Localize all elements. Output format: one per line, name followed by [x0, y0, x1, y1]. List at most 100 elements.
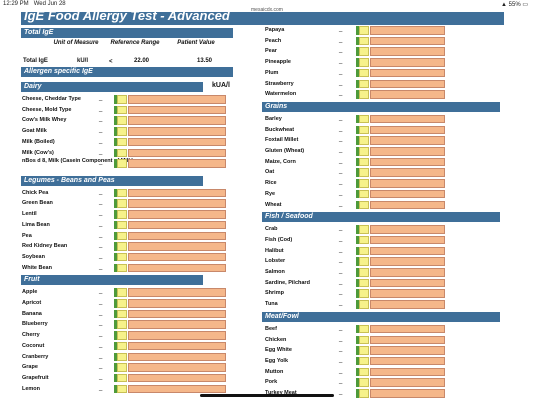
bar-orange-cell	[128, 116, 226, 125]
bar-green-cell	[356, 335, 359, 344]
bar-green-cell	[114, 105, 117, 115]
allergen-label: Rye	[265, 190, 276, 197]
result-bar	[114, 252, 226, 262]
col-patient-header: Patient Value	[177, 40, 215, 46]
dash-mark: _	[339, 246, 343, 253]
dash-mark: _	[339, 225, 343, 232]
bar-yellow-cell	[117, 288, 127, 297]
dash-mark: _	[99, 299, 103, 305]
dash-mark: _	[339, 189, 343, 196]
total-ige-reference: 22.00	[134, 58, 150, 64]
result-bar	[356, 47, 445, 56]
bar-yellow-cell	[359, 356, 369, 366]
result-bar	[114, 116, 226, 125]
home-indicator	[200, 394, 334, 397]
bar-yellow-cell	[117, 159, 127, 168]
result-bar	[114, 127, 226, 136]
bar-green-cell	[356, 300, 359, 309]
bar-green-cell	[356, 147, 359, 156]
result-bar	[356, 235, 445, 245]
dash-mark: _	[99, 331, 103, 338]
bar-yellow-cell	[359, 246, 369, 256]
dash-mark: _	[339, 168, 343, 175]
result-bar	[356, 157, 445, 167]
allergen-row-cheese-cheddar-type: Cheese, Cheddar Type _	[22, 94, 226, 105]
dash-mark: _	[339, 257, 343, 264]
total-ige-value: 13.50	[197, 58, 213, 64]
bar-green-cell	[114, 199, 117, 208]
bar-green-cell	[114, 127, 117, 136]
bar-orange-cell	[128, 127, 226, 136]
bar-orange-cell	[370, 389, 445, 398]
bar-orange-cell	[128, 95, 226, 104]
allergen-row-lobster: Lobster _	[265, 256, 445, 267]
bar-green-cell	[114, 210, 117, 219]
allergen-row-gluten-wheat: Gluten (Wheat) _	[265, 146, 445, 157]
bar-yellow-cell	[359, 389, 369, 398]
allergen-row-goat-milk: Goat Milk _	[22, 126, 226, 137]
dash-mark: _	[99, 105, 103, 112]
result-bar	[114, 263, 226, 273]
allergen-label: Green Bean	[22, 200, 53, 207]
allergen-label: Blueberry	[22, 321, 48, 328]
allergen-row-cow-s-milk-whey: Cow's Milk Whey _	[22, 115, 226, 126]
bar-green-cell	[114, 263, 117, 273]
allergen-label: White Bean	[22, 264, 52, 271]
dash-mark: _	[99, 159, 103, 166]
result-bar	[114, 309, 226, 319]
bar-green-cell	[356, 257, 359, 266]
bar-green-cell	[356, 200, 359, 209]
bar-green-cell	[356, 324, 359, 334]
bar-green-cell	[114, 288, 117, 297]
result-bar	[356, 26, 445, 35]
bar-orange-cell	[128, 105, 226, 115]
allergen-label: Grapefruit	[22, 374, 49, 381]
allergen-row-rice: Rice _	[265, 178, 445, 189]
result-bar	[356, 225, 445, 234]
bar-orange-cell	[128, 159, 226, 168]
allergen-label: Lemon	[22, 385, 41, 392]
bar-orange-cell	[128, 331, 226, 340]
allergen-label: Peach	[265, 37, 282, 44]
bar-yellow-cell	[359, 200, 369, 209]
bar-yellow-cell	[359, 90, 369, 99]
allergen-row-papaya: Papaya _	[265, 25, 445, 36]
bar-green-cell	[356, 36, 359, 46]
section-heading: Legumes - Beans and Peas	[21, 175, 203, 186]
bar-green-cell	[356, 168, 359, 177]
bar-yellow-cell	[359, 289, 369, 298]
bar-yellow-cell	[117, 263, 127, 273]
allergen-row-green-bean: Green Bean _	[22, 198, 226, 209]
allergen-label: Gluten (Wheat)	[265, 148, 305, 154]
bar-green-cell	[114, 231, 117, 240]
allergen-row-crab: Crab _	[265, 224, 445, 235]
bar-orange-cell	[370, 47, 445, 56]
allergen-label: Banana	[22, 310, 42, 317]
bar-green-cell	[356, 235, 359, 245]
section-heading: Meat/Fowl	[262, 311, 500, 322]
allergen-label: Watermelon	[265, 91, 297, 98]
bar-orange-cell	[370, 335, 445, 344]
bar-yellow-cell	[117, 116, 127, 125]
allergen-label: Lima Bean	[22, 221, 50, 228]
allergen-label: Apple	[22, 289, 38, 296]
url-bar[interactable]: mesaicdx.com	[251, 7, 283, 13]
bar-orange-cell	[370, 378, 445, 387]
bar-yellow-cell	[117, 95, 127, 104]
bar-yellow-cell	[359, 79, 369, 88]
allergen-label: Salmon	[265, 269, 285, 275]
dash-mark: _	[99, 352, 103, 359]
bar-yellow-cell	[117, 188, 127, 198]
bar-green-cell	[114, 188, 117, 198]
bar-yellow-cell	[359, 225, 369, 234]
dash-mark: _	[339, 58, 343, 65]
allergen-label: Fish (Cod)	[265, 236, 293, 243]
result-bar	[356, 36, 445, 46]
bar-orange-cell	[370, 257, 445, 266]
allergen-label: nBos d 8, Milk (Casein Component of Milk…	[22, 158, 134, 165]
allergen-label: Strawberry	[265, 80, 294, 87]
bar-green-cell	[114, 320, 117, 329]
dash-mark: _	[99, 288, 103, 295]
dash-mark: _	[339, 268, 343, 274]
bar-yellow-cell	[359, 157, 369, 167]
